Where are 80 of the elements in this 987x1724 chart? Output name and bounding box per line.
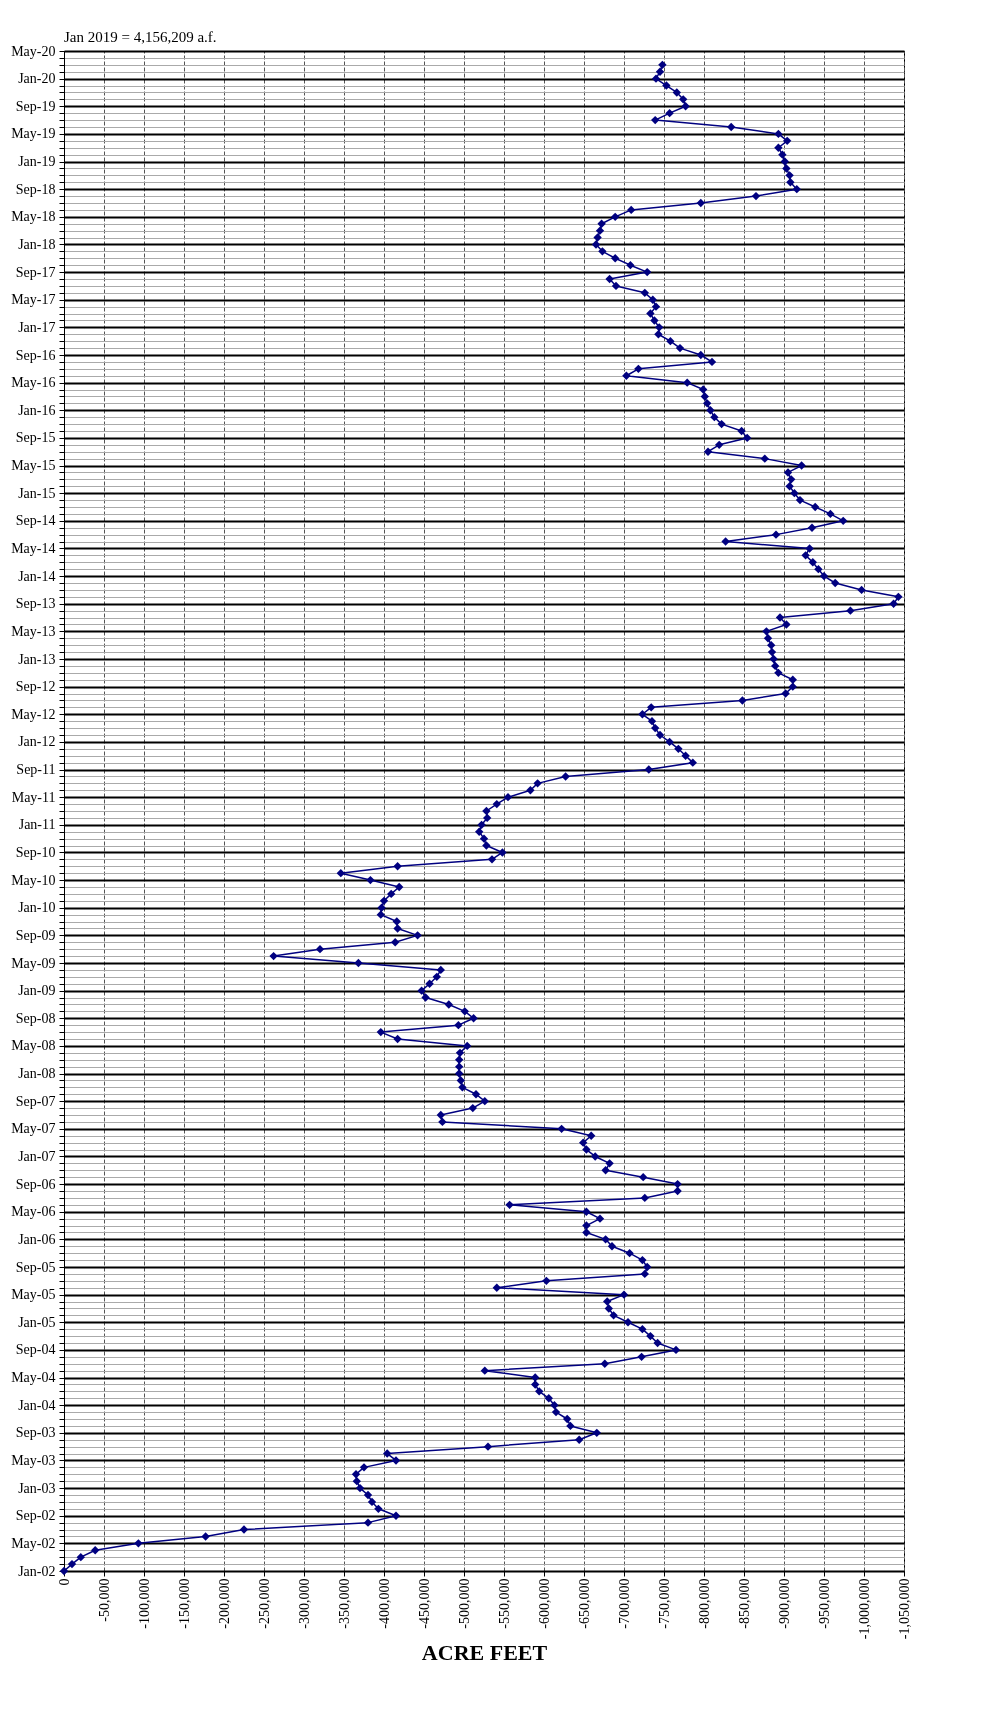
y-tick-label: Jan-20 (18, 71, 56, 87)
y-tick-label: Sep-11 (16, 762, 56, 778)
x-tick-label: -950,000 (816, 1578, 832, 1629)
y-tick-label: Sep-07 (15, 1093, 56, 1109)
y-tick-label: Jan-04 (18, 1397, 56, 1413)
x-tick-label: -700,000 (616, 1578, 632, 1629)
x-tick-label: -850,000 (736, 1578, 752, 1629)
y-tick-label: Jan-03 (18, 1480, 56, 1496)
x-tick-label: -250,000 (256, 1578, 272, 1629)
y-tick-label: Sep-02 (15, 1508, 56, 1524)
y-tick-label: May-10 (11, 872, 56, 888)
x-tick-label: -450,000 (416, 1578, 432, 1629)
y-tick-label: Jan-08 (18, 1066, 56, 1082)
y-tick-label: May-04 (11, 1370, 56, 1386)
x-tick-label: -400,000 (376, 1578, 392, 1629)
y-tick-label: May-07 (11, 1121, 56, 1137)
y-tick-label: Sep-06 (15, 1176, 56, 1192)
y-tick-label: Jan-16 (18, 402, 56, 418)
y-tick-label: Jan-13 (18, 651, 56, 667)
y-tick-label: May-20 (11, 43, 56, 59)
y-tick-label: Jan-07 (18, 1148, 56, 1164)
y-tick-label: Sep-18 (15, 181, 56, 197)
y-tick-label: Jan-11 (18, 817, 56, 833)
y-tick-label: Sep-04 (15, 1342, 56, 1358)
y-tick-label: Sep-19 (15, 98, 56, 114)
y-tick-label: Sep-09 (15, 927, 56, 943)
y-tick-label: Sep-08 (15, 1010, 56, 1026)
x-tick-label: -150,000 (176, 1578, 192, 1629)
x-tick-label: -350,000 (336, 1578, 352, 1629)
y-tick-label: Sep-16 (15, 347, 56, 363)
x-tick-label: -500,000 (456, 1578, 472, 1629)
text: Jan 2019 = 4,156,209 a.f. (64, 29, 217, 45)
y-tick-label: Jan-06 (18, 1231, 56, 1247)
y-tick-label: May-08 (11, 1038, 56, 1054)
y-tick-label: May-13 (11, 623, 56, 639)
x-tick-label: -100,000 (136, 1578, 152, 1629)
y-tick-label: Sep-14 (15, 513, 56, 529)
y-tick-label: May-02 (11, 1535, 56, 1551)
y-tick-label: May-11 (11, 789, 56, 805)
y-tick-label: May-18 (11, 209, 56, 225)
x-tick-label: -800,000 (696, 1578, 712, 1629)
x-tick-label: -300,000 (296, 1578, 312, 1629)
y-tick-label: May-03 (11, 1452, 56, 1468)
x-tick-label: -1,000,000 (856, 1578, 872, 1640)
y-tick-label: May-05 (11, 1287, 56, 1303)
y-tick-label: Sep-17 (15, 264, 56, 280)
y-tick-label: Sep-03 (15, 1425, 56, 1441)
x-axis-title: ACRE FEET (421, 1640, 548, 1666)
y-tick-label: May-17 (11, 292, 56, 308)
y-tick-label: May-14 (11, 540, 56, 556)
y-tick-label: Sep-12 (15, 679, 56, 695)
y-tick-label: Sep-05 (15, 1259, 56, 1275)
y-tick-label: May-12 (11, 706, 56, 722)
y-tick-label: Jan-15 (18, 485, 56, 501)
y-tick-label: Jan-10 (18, 900, 56, 916)
y-tick-label: Jan-18 (18, 236, 56, 252)
y-tick-label: Jan-09 (18, 983, 56, 999)
y-tick-label: Sep-10 (15, 844, 56, 860)
y-tick-label: May-16 (11, 375, 56, 391)
y-tick-label: Sep-15 (15, 430, 56, 446)
y-tick-label: Jan-19 (18, 154, 56, 170)
x-tick-label: -50,000 (96, 1578, 112, 1622)
x-tick-label: -600,000 (536, 1578, 552, 1629)
y-tick-label: May-09 (11, 955, 56, 971)
x-tick-label: -750,000 (656, 1578, 672, 1629)
y-tick-label: Jan-14 (18, 568, 56, 584)
y-tick-label: May-06 (11, 1204, 56, 1220)
y-tick-label: Jan-12 (18, 734, 56, 750)
y-tick-label: Jan-05 (18, 1314, 56, 1330)
x-tick-label: -200,000 (216, 1578, 232, 1629)
y-tick-label: Jan-02 (18, 1563, 56, 1579)
y-tick-label: May-19 (11, 126, 56, 142)
x-tick-label: -650,000 (576, 1578, 592, 1629)
y-tick-label: Jan-17 (18, 319, 56, 335)
y-tick-label: Sep-13 (15, 596, 56, 612)
x-tick-label: 0 (56, 1578, 72, 1586)
y-tick-label: May-15 (11, 458, 56, 474)
x-tick-label: -550,000 (496, 1578, 512, 1629)
x-tick-label: -1,050,000 (896, 1578, 912, 1640)
x-tick-label: -900,000 (776, 1578, 792, 1629)
